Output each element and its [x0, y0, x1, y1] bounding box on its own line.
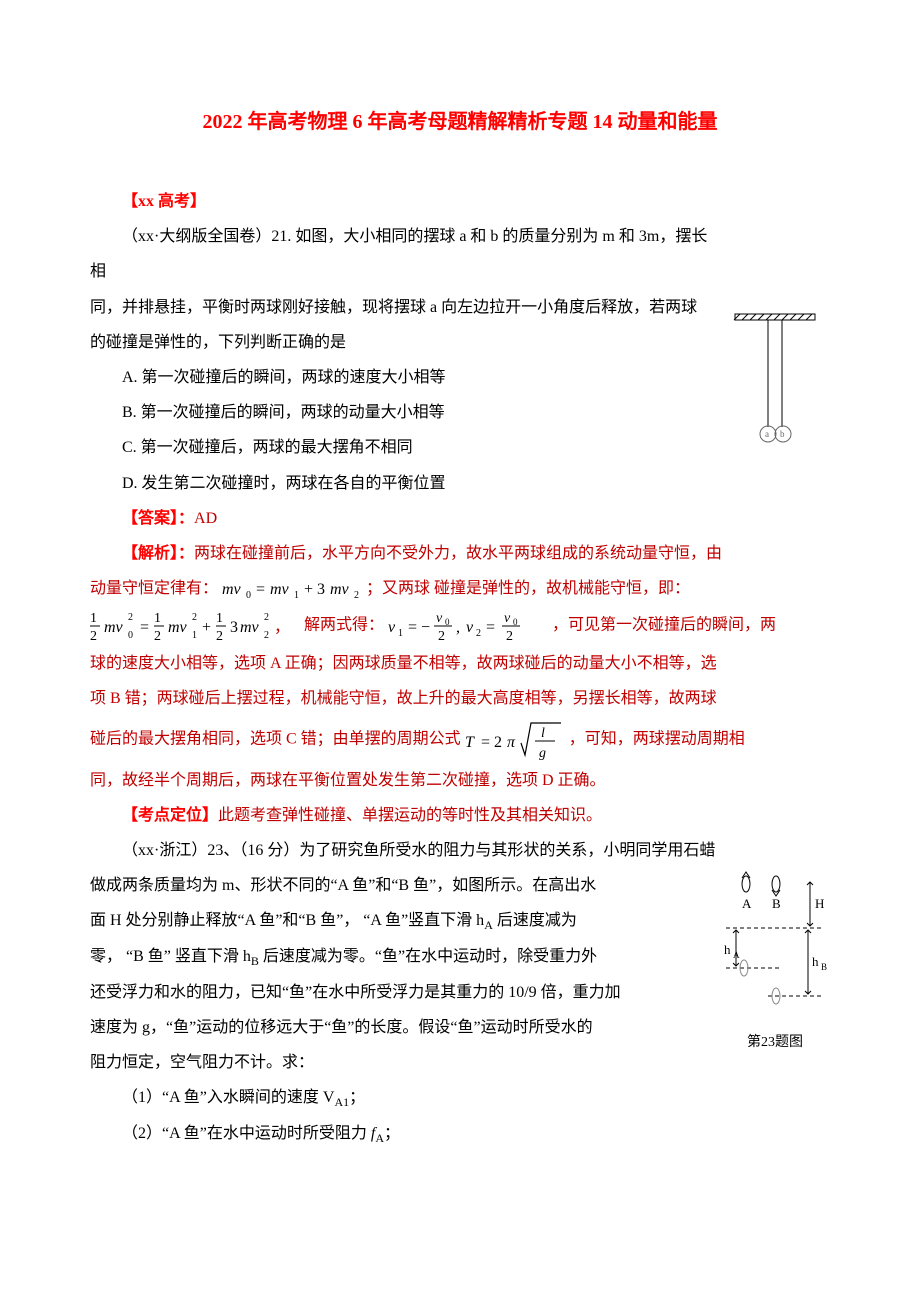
- svg-text:A: A: [742, 896, 752, 911]
- svg-text:a: a: [765, 429, 769, 439]
- svg-text:H: H: [815, 896, 824, 911]
- fig-caption: 第23题图: [720, 1028, 830, 1059]
- document-title: 2022 年高考物理 6 年高考母题精解精析专题 14 动量和能量: [90, 100, 830, 144]
- svg-text:v: v: [466, 619, 474, 636]
- q1-opt-a: A. 第一次碰撞后的瞬间，两球的速度大小相等: [90, 360, 830, 395]
- svg-text:1: 1: [216, 611, 223, 626]
- fish-figure: A B H hA hB 第23题图: [720, 868, 830, 1059]
- svg-text:1: 1: [192, 630, 197, 641]
- q1-stem-2: 同，并排悬挂，平衡时两球刚好接触，现将摆球 a 向左边拉开一小角度后释放，若两球…: [90, 290, 830, 360]
- svg-text:mv: mv: [240, 619, 260, 636]
- q2-line6: 速度为 g，“鱼”运动的位移远大于“鱼”的长度。假设“鱼”运动时所受水的: [90, 1010, 830, 1045]
- svg-text:g: g: [539, 746, 546, 761]
- q2-line7: 阻力恒定，空气阻力不计。求：: [90, 1045, 830, 1080]
- q1-explain-3: 1 2 mv 2 0 = 1 2 mv 2 1 + 1 2 3 mv 2 2 ，…: [90, 606, 830, 646]
- svg-text:2: 2: [264, 612, 269, 623]
- svg-text:2: 2: [128, 612, 133, 623]
- q2-line5: 还受浮力和水的阻力，已知“鱼”在水中所受浮力是其重力的 10/9 倍，重力加: [90, 975, 830, 1010]
- q2-line4: 零， “B 鱼” 竖直下滑 hB 后速度减为零。“鱼”在水中运动时，除受重力外: [90, 939, 830, 975]
- q1-explain-5: 项 B 错；两球碰后上摆过程，机械能守恒，故上升的最大高度相等，另摆长相等，故两…: [90, 681, 830, 716]
- svg-text:2: 2: [264, 630, 269, 641]
- q2-line1: （xx·浙江）23、（16 分）为了研究鱼所受水的阻力与其形状的关系，小明同学用…: [90, 833, 830, 868]
- svg-text:B: B: [821, 962, 827, 972]
- eq-energy: 1 2 mv 2 0 = 1 2 mv 2 1 + 1 2 3 mv 2 2 ，: [90, 606, 300, 646]
- svg-text:+ 3: + 3: [304, 581, 325, 598]
- q1-opt-c: C. 第一次碰撞后，两球的最大摆角不相同: [90, 430, 830, 465]
- svg-text:2: 2: [154, 629, 161, 644]
- svg-text:,: ,: [456, 619, 460, 636]
- section-header: 【xx 高考】: [90, 184, 830, 219]
- svg-text:1: 1: [294, 590, 299, 600]
- svg-text:1: 1: [398, 628, 403, 639]
- svg-text:2: 2: [438, 629, 445, 644]
- svg-text:mv: mv: [168, 619, 188, 636]
- q1-explain-2: 动量守恒定律有： mv 0 = mv 1 + 3 mv 2 ；又两球 碰撞是弹性…: [90, 571, 830, 606]
- q1-explain-6: 碰后的最大摆角相同，选项 C 错；由单摆的周期公式 T = 2 π l g ，可…: [90, 717, 830, 763]
- svg-text:= 2: = 2: [481, 734, 502, 751]
- svg-text:2: 2: [192, 612, 197, 623]
- q2-sub1: （1）“A 鱼”入水瞬间的速度 VA1；: [90, 1080, 830, 1116]
- q2-line3: 面 H 处分别静止释放“A 鱼”和“B 鱼”， “A 鱼”竖直下滑 hA 后速度…: [90, 903, 830, 939]
- q1-explain-4: 球的速度大小相等，选项 A 正确；因两球质量不相等，故两球碰后的动量大小不相等，…: [90, 646, 830, 681]
- svg-text:=: =: [140, 619, 149, 636]
- svg-text:π: π: [507, 734, 516, 751]
- svg-text:l: l: [541, 726, 545, 741]
- svg-text:2: 2: [354, 590, 359, 600]
- svg-text:mv: mv: [270, 581, 290, 598]
- svg-text:v: v: [504, 611, 511, 626]
- svg-text:T: T: [465, 734, 475, 751]
- svg-text:2: 2: [90, 629, 97, 644]
- svg-text:1: 1: [154, 611, 161, 626]
- svg-text:+: +: [202, 619, 211, 636]
- q1-focus: 【考点定位】此题考查弹性碰撞、单摆运动的等时性及其相关知识。: [90, 798, 830, 833]
- eq-momentum: mv 0 = mv 1 + 3 mv 2: [222, 578, 362, 600]
- eq-velocity: v 1 = − v 0 2 , v 2 = v 0 2: [388, 606, 548, 646]
- pendulum-figure: a b: [720, 309, 830, 459]
- svg-text:b: b: [780, 429, 785, 439]
- q1-opt-d: D. 发生第二次碰撞时，两球在各自的平衡位置: [90, 466, 830, 501]
- svg-text:0: 0: [128, 630, 133, 641]
- svg-text:3: 3: [230, 619, 238, 636]
- svg-text:1: 1: [90, 611, 97, 626]
- svg-text:h: h: [812, 954, 819, 969]
- q1-explain-1: 【解析】：两球在碰撞前后，水平方向不受外力，故水平两球组成的系统动量守恒，由: [90, 536, 830, 571]
- svg-text:，: ，: [274, 619, 290, 636]
- svg-text:2: 2: [216, 629, 223, 644]
- q1-explain-7: 同，故经半个周期后，两球在平衡位置处发生第二次碰撞，选项 D 正确。: [90, 763, 830, 798]
- svg-text:= −: = −: [408, 619, 430, 636]
- eq-period: T = 2 π l g: [465, 717, 565, 763]
- svg-text:v: v: [388, 619, 396, 636]
- svg-text:mv: mv: [330, 581, 350, 598]
- svg-text:mv: mv: [222, 581, 242, 598]
- svg-text:B: B: [772, 896, 781, 911]
- q1-answer: 【答案】：AD: [90, 501, 830, 536]
- q1-stem-1: （xx·大纲版全国卷）21. 如图，大小相同的摆球 a 和 b 的质量分别为 m…: [90, 219, 830, 289]
- q2-sub2: （2）“A 鱼”在水中运动时所受阻力 fA；: [90, 1116, 830, 1152]
- svg-text:2: 2: [506, 629, 513, 644]
- q1-opt-b: B. 第一次碰撞后的瞬间，两球的动量大小相等: [90, 395, 830, 430]
- svg-text:0: 0: [246, 590, 251, 600]
- svg-text:mv: mv: [104, 619, 124, 636]
- svg-text:=: =: [486, 619, 495, 636]
- svg-text:2: 2: [476, 628, 481, 639]
- svg-text:v: v: [436, 611, 443, 626]
- q2-line2: 做成两条质量均为 m、形状不同的“A 鱼”和“B 鱼”，如图所示。在高出水: [90, 868, 830, 903]
- svg-text:h: h: [724, 942, 731, 957]
- svg-text:=: =: [256, 581, 265, 598]
